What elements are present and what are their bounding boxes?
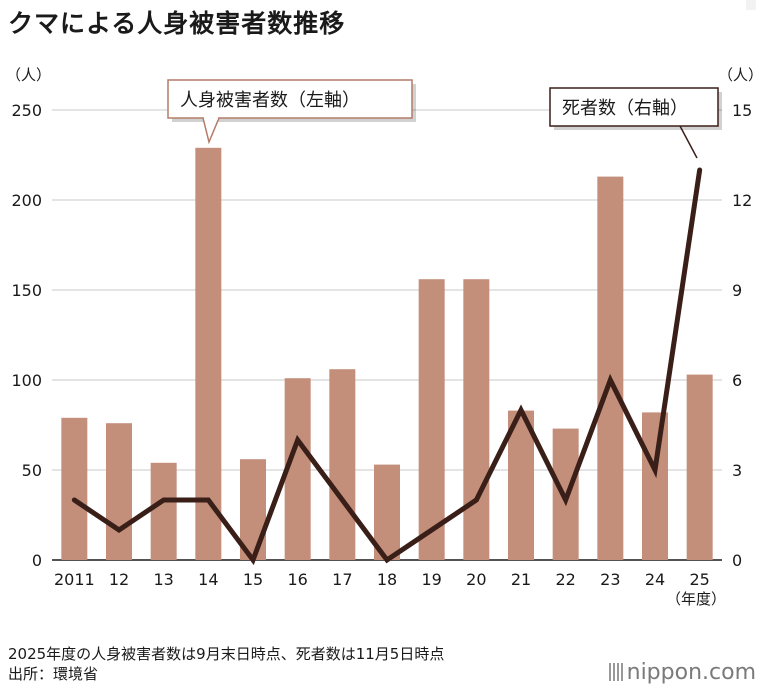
deaths-point-24	[654, 469, 656, 471]
deaths-point-21	[520, 409, 522, 411]
deaths-point-20	[475, 499, 477, 501]
deaths-point-22	[565, 499, 567, 501]
bar-18	[374, 464, 400, 560]
x-axis-unit: （年度）	[666, 590, 726, 608]
x-tick-label: 18	[377, 570, 397, 589]
bar-23	[597, 176, 624, 560]
left-axis-ticks: 0 50 100 150 200 250	[11, 101, 42, 570]
x-tick-label: 24	[645, 570, 665, 589]
deaths-point-25	[699, 169, 701, 171]
deaths-point-18	[386, 559, 388, 561]
x-tick-label: 15	[243, 570, 263, 589]
source-note: 出所：環境省	[8, 665, 99, 683]
footnote: 2025年度の人身被害者数は9月末日時点、死者数は11月5日時点	[8, 645, 445, 663]
deaths-point-2011	[73, 499, 75, 501]
x-tick-label: 20	[466, 570, 486, 589]
x-tick-label: 2011	[54, 570, 95, 589]
x-tick-label: 22	[555, 570, 575, 589]
left-tick-label: 0	[32, 551, 42, 570]
x-tick-label: 17	[332, 570, 352, 589]
left-series-label: 人身被害者数（左軸）	[180, 90, 360, 111]
x-tick-label: 21	[511, 570, 531, 589]
line-series	[71, 167, 703, 566]
deaths-point-17	[341, 499, 343, 501]
x-axis-ticks: 2011 12 13 14 15 16 17 18 19 20 21 22 23 24 25	[54, 570, 710, 589]
right-tick-label: 12	[732, 191, 752, 210]
left-axis-unit: （人）	[6, 66, 51, 84]
right-tick-label: 9	[732, 281, 742, 300]
bar-14	[195, 147, 222, 561]
x-tick-label: 19	[421, 570, 441, 589]
deaths-point-19	[431, 529, 433, 531]
left-series-callout: 人身被害者数（左軸）	[167, 79, 416, 145]
bar-25	[686, 374, 713, 560]
bar-13	[150, 462, 177, 560]
left-tick-label: 100	[11, 371, 42, 390]
x-tick-label: 12	[109, 570, 129, 589]
bar-19	[418, 279, 445, 560]
left-tick-label: 150	[11, 281, 42, 300]
left-tick-label: 50	[22, 461, 42, 480]
x-tick-label: 14	[198, 570, 218, 589]
chart-title: クマによる人身被害者数推移	[8, 9, 346, 38]
bar-2011	[61, 417, 88, 560]
brand-text: nippon.com	[626, 660, 756, 685]
deaths-point-23	[609, 379, 611, 381]
bar-20	[463, 279, 490, 560]
right-axis-ticks: 0 3 6 9 12 15	[732, 101, 752, 570]
bar-17	[329, 369, 356, 560]
right-tick-label: 6	[732, 371, 742, 390]
deaths-point-13	[163, 499, 165, 501]
bar-24	[642, 412, 668, 560]
deaths-point-15	[252, 559, 254, 561]
x-tick-label: 25	[689, 570, 709, 589]
right-tick-label: 15	[732, 101, 752, 120]
deaths-point-12	[118, 529, 120, 531]
bar-21	[508, 410, 534, 560]
right-tick-label: 3	[732, 461, 742, 480]
right-axis-unit: （人）	[718, 66, 763, 84]
left-tick-label: 250	[11, 101, 42, 120]
brand-logo: nippon.com	[608, 660, 756, 685]
x-tick-label: 16	[287, 570, 307, 589]
right-series-callout: 死者数（右軸）	[549, 87, 722, 159]
corner-decoration	[746, 0, 756, 10]
right-tick-label: 0	[732, 551, 742, 570]
deaths-point-14	[207, 499, 209, 501]
x-tick-label: 23	[600, 570, 620, 589]
x-tick-label: 13	[153, 570, 173, 589]
right-series-label: 死者数（右軸）	[562, 98, 688, 119]
bar-series	[61, 147, 713, 561]
left-tick-label: 200	[11, 191, 42, 210]
bar-12	[106, 423, 132, 560]
deaths-point-16	[297, 439, 299, 441]
brand-icon	[608, 663, 623, 681]
